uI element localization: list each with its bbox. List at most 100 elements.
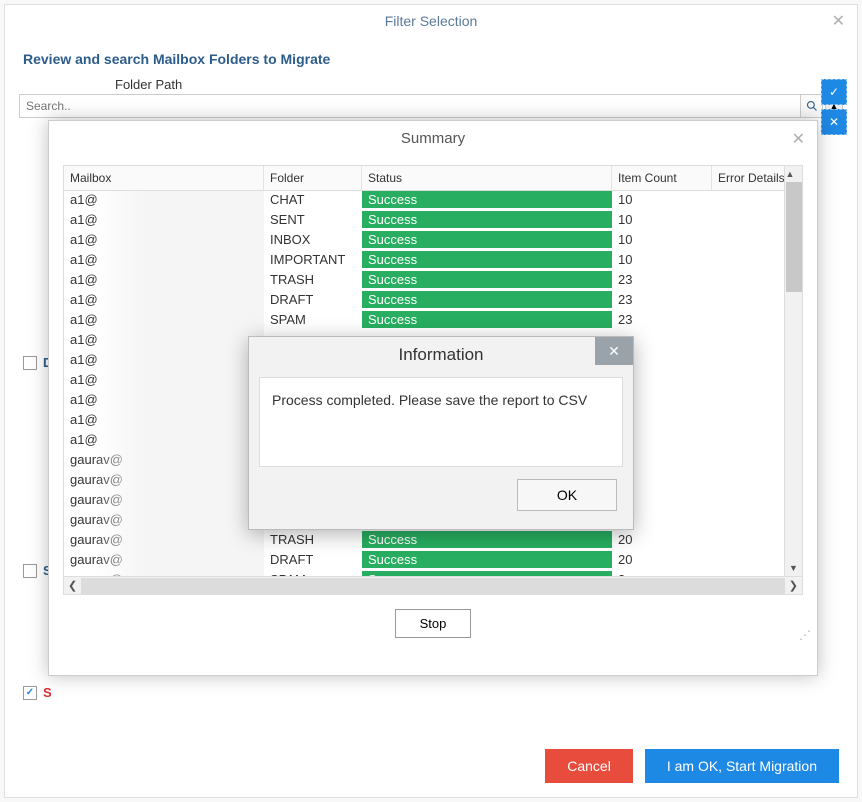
table-row[interactable]: a1@TRASHSuccess23 [64, 271, 802, 291]
cell-status: Success [362, 191, 612, 211]
cell-folder: TRASH [264, 531, 362, 551]
cell-folder: IMPORTANT [264, 251, 362, 271]
cell-item-count: 10 [612, 191, 712, 211]
cell-error [712, 371, 792, 391]
option-d-checkbox[interactable] [23, 356, 37, 370]
search-row: ▲ [19, 94, 843, 118]
cell-item-count: 10 [612, 251, 712, 271]
search-input[interactable] [19, 94, 801, 118]
filter-header: Filter Selection ✕ [5, 5, 857, 37]
horizontal-scrollbar[interactable]: ❮ ❯ [64, 576, 802, 594]
cell-folder: DRAFT [264, 291, 362, 311]
cell-status: Success [362, 251, 612, 271]
col-item-count[interactable]: Item Count [612, 166, 712, 190]
scroll-down-arrow-icon[interactable]: ▼ [789, 560, 798, 576]
cell-error [712, 491, 792, 511]
table-row[interactable]: a1@IMPORTANTSuccess10 [64, 251, 802, 271]
cell-error [712, 251, 792, 271]
cell-mailbox: a1@ [64, 231, 264, 251]
table-row[interactable]: a1@INBOXSuccess10 [64, 231, 802, 251]
cell-mailbox: a1@ [64, 351, 264, 371]
info-footer: OK [249, 471, 633, 519]
cell-mailbox: a1@ [64, 251, 264, 271]
cell-item-count: 23 [612, 291, 712, 311]
summary-close-icon[interactable]: ✕ [792, 129, 805, 149]
cell-folder: CHAT [264, 191, 362, 211]
scroll-thumb[interactable] [786, 182, 802, 292]
cell-folder: DRAFT [264, 551, 362, 571]
col-error[interactable]: Error Details [712, 166, 792, 190]
col-mailbox[interactable]: Mailbox [64, 166, 264, 190]
option-s-checkbox[interactable] [23, 564, 37, 578]
start-migration-button[interactable]: I am OK, Start Migration [645, 749, 839, 783]
status-badge: Success [362, 191, 612, 208]
cell-mailbox: a1@ [64, 391, 264, 411]
table-row[interactable]: a1@SENTSuccess10 [64, 211, 802, 231]
cell-item-count: 23 [612, 311, 712, 331]
cell-status: Success [362, 211, 612, 231]
hscroll-track[interactable] [81, 578, 785, 594]
select-all-button[interactable]: ✓ [821, 79, 847, 105]
cell-mailbox: a1@ [64, 371, 264, 391]
status-badge: Success [362, 551, 612, 568]
cell-mailbox: a1@ [64, 271, 264, 291]
resize-grip-icon[interactable]: ⋰ [799, 628, 811, 642]
stop-button[interactable]: Stop [395, 609, 472, 638]
scroll-right-arrow-icon[interactable]: ❯ [789, 579, 798, 592]
cell-error [712, 431, 792, 451]
cell-item-count: 20 [612, 531, 712, 551]
cell-mailbox: gaurav@ [64, 451, 264, 471]
information-dialog: Information ✕ Process completed. Please … [248, 336, 634, 530]
scroll-up-arrow-icon[interactable]: ▲ [786, 166, 802, 182]
option-red-label: S [43, 685, 52, 700]
ok-button[interactable]: OK [517, 479, 617, 511]
cell-mailbox: a1@ [64, 311, 264, 331]
cell-error [712, 311, 792, 331]
search-icon[interactable] [801, 94, 823, 118]
info-title-row: Information ✕ [249, 337, 633, 373]
scroll-left-arrow-icon[interactable]: ❮ [68, 579, 77, 592]
option-red-checkbox[interactable]: ✓ [23, 686, 37, 700]
filter-close-icon[interactable]: ✕ [832, 11, 845, 31]
col-status[interactable]: Status [362, 166, 612, 190]
option-red-row: ✓ S [23, 685, 52, 700]
table-row[interactable]: a1@CHATSuccess10 [64, 191, 802, 211]
cell-item-count: 10 [612, 211, 712, 231]
cell-mailbox: gaurav@ [64, 471, 264, 491]
cell-mailbox: gaurav@ [64, 531, 264, 551]
cancel-button[interactable]: Cancel [545, 749, 633, 783]
table-row[interactable]: gaurav@DRAFTSuccess20 [64, 551, 802, 571]
table-row[interactable]: a1@DRAFTSuccess23 [64, 291, 802, 311]
cell-mailbox: a1@ [64, 211, 264, 231]
filter-subtitle: Review and search Mailbox Folders to Mig… [5, 37, 857, 75]
table-row[interactable]: gaurav@TRASHSuccess20 [64, 531, 802, 551]
summary-header: Summary ✕ [49, 121, 817, 155]
cell-mailbox: a1@ [64, 431, 264, 451]
col-folder[interactable]: Folder [264, 166, 362, 190]
clear-all-button[interactable]: ✕ [821, 109, 847, 135]
cell-folder: SPAM [264, 311, 362, 331]
cell-error [712, 351, 792, 371]
cell-error [712, 231, 792, 251]
table-row[interactable]: a1@SPAMSuccess23 [64, 311, 802, 331]
cell-item-count: 10 [612, 231, 712, 251]
info-close-icon[interactable]: ✕ [595, 337, 633, 365]
vertical-scrollbar[interactable]: ▲ ▼ [784, 166, 802, 576]
cell-error [712, 211, 792, 231]
status-badge: Success [362, 271, 612, 288]
stop-row: Stop ⋰ [49, 609, 817, 638]
cell-mailbox: gaurav@ [64, 551, 264, 571]
cell-error [712, 191, 792, 211]
cell-mailbox: a1@ [64, 191, 264, 211]
cell-error [712, 451, 792, 471]
filter-title: Filter Selection [385, 13, 478, 29]
cell-error [712, 531, 792, 551]
cell-item-count: 23 [612, 271, 712, 291]
status-badge: Success [362, 211, 612, 228]
cell-status: Success [362, 271, 612, 291]
right-tools: ✓ ✕ [821, 79, 847, 135]
cell-mailbox: a1@ [64, 331, 264, 351]
cell-folder: TRASH [264, 271, 362, 291]
cell-mailbox: gaurav@ [64, 491, 264, 511]
status-badge: Success [362, 251, 612, 268]
